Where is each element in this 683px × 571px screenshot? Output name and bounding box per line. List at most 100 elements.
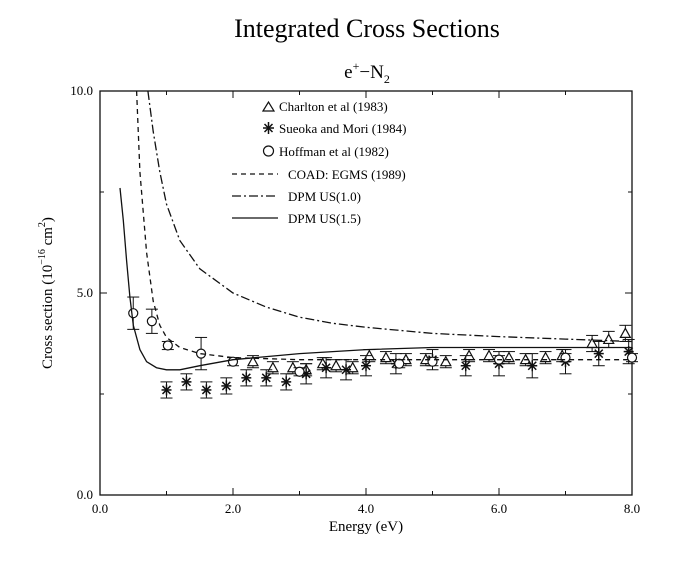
- circle-marker: [162, 340, 173, 351]
- triangle-marker: [439, 355, 452, 367]
- asterisk-stroke: [261, 373, 271, 383]
- triangle-marker: [330, 359, 343, 371]
- asterisk-stroke: [201, 385, 211, 395]
- asterisk-stroke: [221, 381, 231, 391]
- y-tick-label-2: 10.0: [70, 83, 93, 98]
- asterisk-marker: [201, 384, 212, 396]
- data-point: [602, 330, 615, 349]
- circle-marker: [626, 352, 638, 363]
- legend-label-dpm-10: DPM US(1.0): [288, 189, 361, 204]
- legend-label-charlton: Charlton et al (1983): [279, 99, 388, 114]
- asterisk-marker: [527, 360, 538, 372]
- asterisk-stroke: [241, 373, 251, 383]
- data-point: [200, 381, 213, 399]
- asterisk-marker: [161, 384, 172, 396]
- chart-title: Integrated Cross Sections: [234, 14, 500, 43]
- data-point: [502, 351, 515, 365]
- asterisk-marker: [460, 360, 471, 372]
- axis-ticks: 0.0 2.0 4.0 6.0 8.0 0.0 5.0 10.0: [70, 83, 640, 516]
- data-point: [266, 361, 279, 375]
- data-point: [161, 340, 174, 351]
- data-point: [539, 351, 552, 365]
- legend: Charlton et al (1983) Sueoka and Mori (1…: [232, 99, 406, 226]
- series-2: [127, 296, 638, 377]
- legend-label-hoffman: Hoffman et al (1982): [279, 144, 389, 159]
- data-point: [227, 356, 239, 367]
- data-point: [220, 377, 233, 395]
- data-point: [493, 354, 505, 365]
- x-axis-label: Energy (eV): [329, 519, 403, 535]
- data-point: [360, 355, 372, 377]
- data-point: [439, 355, 452, 369]
- asterisk-stroke: [181, 377, 191, 387]
- legend-item-charlton: Charlton et al (1983): [261, 99, 388, 114]
- circle-marker: [294, 366, 305, 377]
- data-point: [340, 359, 353, 381]
- triangle-marker: [619, 327, 632, 338]
- series-line-4: [147, 90, 633, 343]
- x-tick-label-1: 2.0: [225, 501, 241, 516]
- legend-label-coad: COAD: EGMS (1989): [288, 167, 406, 182]
- legend-triangle-icon: [261, 100, 276, 112]
- asterisk-stroke: [341, 365, 351, 375]
- circle-marker: [146, 316, 157, 327]
- data-point: [330, 359, 343, 373]
- data-point: [320, 357, 333, 379]
- x-tick-label-4: 8.0: [624, 501, 640, 516]
- circle-marker: [128, 308, 139, 319]
- asterisk-stroke: [281, 377, 291, 387]
- data-point: [280, 373, 293, 391]
- series-4: [147, 90, 633, 343]
- data-point: [526, 353, 539, 379]
- circle-marker: [227, 356, 239, 367]
- legend-item-dpm-15: DPM US(1.5): [232, 211, 361, 226]
- asterisk-marker: [241, 372, 252, 384]
- circle-marker: [560, 352, 571, 363]
- data-point: [586, 334, 599, 353]
- legend-circle-icon: [262, 145, 275, 157]
- asterisk-stroke: [321, 363, 331, 373]
- circle-marker: [427, 356, 438, 367]
- chart-subtitle: e+−N2: [344, 59, 390, 86]
- data-point: [393, 358, 406, 369]
- data-point: [300, 363, 313, 385]
- data-point: [240, 369, 253, 387]
- legend-label-dpm-15: DPM US(1.5): [288, 211, 361, 226]
- series-line-5: [119, 187, 632, 371]
- triangle-marker: [602, 333, 615, 345]
- asterisk-marker: [221, 380, 232, 392]
- x-tick-label-2: 4.0: [358, 501, 374, 516]
- legend-item-sueoka: Sueoka and Mori (1984): [263, 121, 406, 136]
- legend-item-dpm-10: DPM US(1.0): [232, 189, 361, 204]
- data-point: [592, 340, 605, 367]
- asterisk-stroke: [594, 349, 604, 359]
- asterisk-stroke: [361, 361, 371, 371]
- asterisk-marker: [341, 364, 352, 376]
- series-layer: [119, 90, 638, 399]
- asterisk-marker: [261, 372, 272, 384]
- legend-label-sueoka: Sueoka and Mori (1984): [279, 121, 406, 136]
- asterisk-marker: [593, 348, 604, 360]
- legend-item-hoffman: Hoffman et al (1982): [262, 144, 389, 159]
- asterisk-marker: [181, 376, 192, 388]
- asterisk-marker: [361, 360, 371, 372]
- y-axis-label: Cross section (10−16 cm2): [37, 217, 56, 369]
- series-0: [246, 324, 632, 377]
- y-tick-label-1: 5.0: [77, 285, 93, 300]
- data-point: [293, 366, 306, 377]
- x-tick-label-3: 6.0: [491, 501, 507, 516]
- data-point: [626, 352, 638, 363]
- asterisk-marker: [281, 376, 292, 388]
- asterisk-stroke: [161, 385, 172, 395]
- triangle-marker: [266, 361, 279, 373]
- y-tick-label-0: 0.0: [77, 487, 93, 502]
- triangle-marker: [246, 355, 259, 367]
- legend-asterisk-icon: [263, 122, 274, 134]
- asterisk-marker: [321, 362, 332, 374]
- asterisk-stroke: [301, 369, 311, 379]
- data-point: [459, 355, 472, 377]
- legend-item-coad: COAD: EGMS (1989): [232, 167, 406, 182]
- triangle-marker: [483, 349, 496, 361]
- data-point: [145, 308, 158, 334]
